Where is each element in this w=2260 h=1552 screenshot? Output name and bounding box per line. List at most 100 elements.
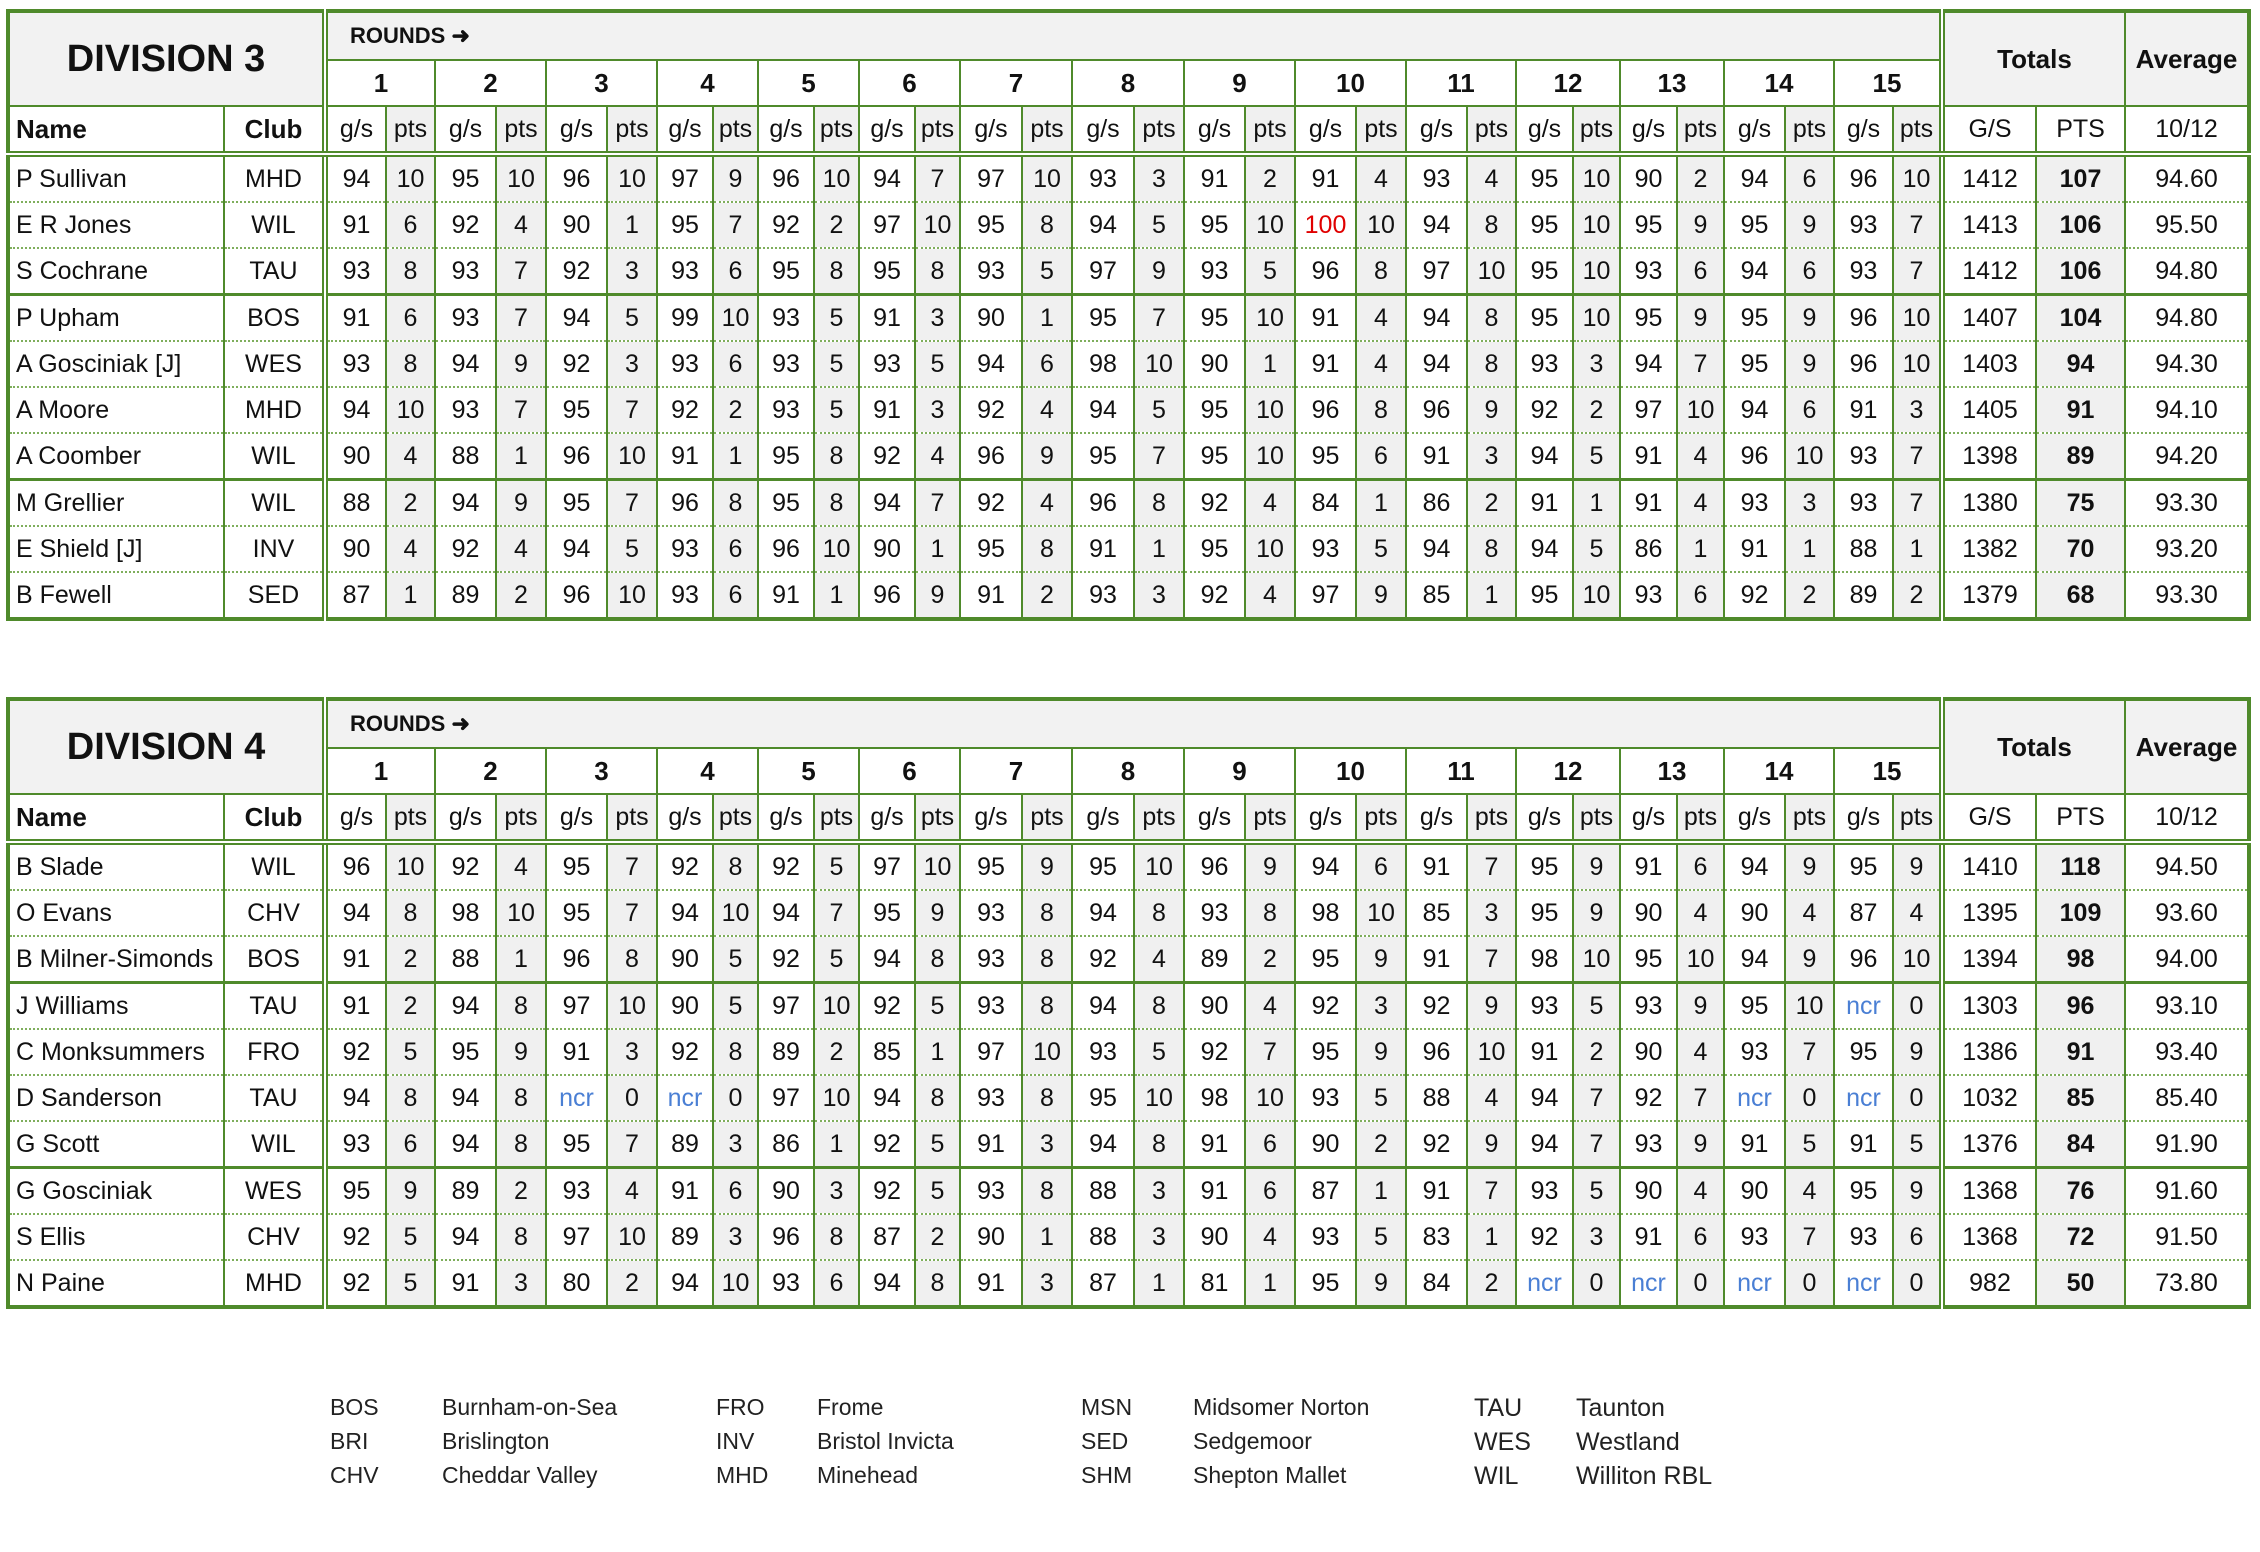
round-gs-score: 90	[1183, 340, 1246, 388]
round-gs-score: 91	[959, 571, 1023, 620]
round-points: 10	[1784, 981, 1835, 1030]
round-gs-score: ncr	[545, 1074, 608, 1122]
average-score: 94.10	[2124, 386, 2250, 434]
round-gs-score: 93	[1619, 1120, 1678, 1169]
round-points: 3	[606, 247, 658, 296]
round-gs-score: 90	[545, 201, 608, 249]
gs-column-header: g/s	[322, 793, 387, 845]
rounds-label: ROUNDS ➜	[322, 10, 1943, 61]
average-subheader: 10/12	[2124, 793, 2250, 845]
round-gs-score: 91	[1405, 935, 1468, 984]
round-points: 4	[1676, 478, 1725, 527]
round-gs-score: 92	[1405, 1120, 1468, 1169]
legend-club-name: Shepton Mallet	[1193, 1462, 1347, 1488]
round-gs-score: 97	[959, 153, 1023, 203]
round-gs-score: 92	[1183, 478, 1246, 527]
round-gs-score: 88	[434, 935, 497, 984]
average-score: 91.60	[2124, 1166, 2250, 1215]
round-points: 1	[1892, 525, 1943, 573]
shooter-name: S Ellis	[7, 1213, 225, 1261]
round-gs-score: 95	[1183, 293, 1246, 342]
round-gs-score: 96	[656, 478, 714, 527]
round-gs-score: 95	[757, 478, 815, 527]
round-gs-score: 93	[959, 1074, 1023, 1122]
total-pts: 109	[2035, 889, 2126, 937]
gs-column-header: g/s	[1405, 105, 1468, 157]
gs-column-header: g/s	[1071, 105, 1135, 157]
total-pts: 70	[2035, 525, 2126, 573]
round-gs-score: ncr	[656, 1074, 714, 1122]
round-points: 8	[1466, 201, 1517, 249]
round-gs-score: 97	[1619, 386, 1678, 434]
round-points: 7	[1676, 1074, 1725, 1122]
round-gs-score: 88	[322, 478, 387, 527]
legend-club-name: Cheddar Valley	[442, 1462, 598, 1488]
legend-club-name: Frome	[817, 1394, 884, 1420]
round-points: 2	[1244, 935, 1296, 984]
round-points: 10	[1572, 571, 1621, 620]
round-points: 0	[1572, 1259, 1621, 1308]
round-gs-score: ncr	[1833, 1259, 1894, 1308]
club-code: BOS	[223, 935, 326, 984]
round-points: 10	[1133, 1074, 1185, 1122]
legend-club-code: INV	[716, 1428, 755, 1454]
round-points: 5	[914, 981, 961, 1030]
pts-column-header: pts	[1021, 105, 1073, 157]
round-gs-score: 92	[858, 981, 916, 1030]
average-score: 94.80	[2124, 293, 2250, 342]
round-points: 8	[495, 1074, 547, 1122]
round-gs-score: 93	[1833, 1213, 1894, 1261]
round-gs-score: 97	[1294, 571, 1357, 620]
round-gs-score: 91	[959, 1120, 1023, 1169]
round-gs-score: 92	[1723, 571, 1786, 620]
round-points: 1	[606, 201, 658, 249]
round-gs-score: 92	[656, 1028, 714, 1076]
round-gs-score: 90	[959, 293, 1023, 342]
gs-column-header: g/s	[656, 105, 714, 157]
round-points: 1	[1355, 1166, 1407, 1215]
round-gs-score: ncr	[1723, 1074, 1786, 1122]
round-points: 5	[813, 386, 860, 434]
round-gs-score: 91	[1183, 153, 1246, 203]
round-points: 3	[1784, 478, 1835, 527]
shooter-name: G Gosciniak	[7, 1166, 225, 1215]
round-points: 6	[385, 1120, 436, 1169]
round-points: 2	[1355, 1120, 1407, 1169]
round-gs-score: 97	[545, 1213, 608, 1261]
round-points: 3	[1133, 153, 1185, 203]
round-gs-score: 92	[656, 386, 714, 434]
round-gs-score: 91	[322, 981, 387, 1030]
legend-club-code: WIL	[1474, 1462, 1519, 1490]
round-points: 6	[813, 1259, 860, 1308]
total-gs: 1368	[1939, 1213, 2037, 1261]
round-points: 7	[606, 386, 658, 434]
round-points: 6	[1355, 841, 1407, 891]
round-gs-score: 91	[1515, 478, 1574, 527]
round-gs-score: 91	[1833, 386, 1894, 434]
round-gs-score: 94	[322, 386, 387, 434]
round-gs-score: 84	[1294, 478, 1357, 527]
round-points: 8	[813, 247, 860, 296]
round-points: 4	[1244, 1213, 1296, 1261]
round-points: 4	[1784, 889, 1835, 937]
round-points: 4	[1355, 153, 1407, 203]
round-gs-score: 88	[1405, 1074, 1468, 1122]
round-gs-score: 91	[1833, 1120, 1894, 1169]
round-gs-score: 93	[1723, 478, 1786, 527]
round-gs-score: 91	[322, 293, 387, 342]
round-gs-score: 90	[1619, 153, 1678, 203]
total-pts: 76	[2035, 1166, 2126, 1215]
round-points: 9	[1784, 340, 1835, 388]
average-score: 94.80	[2124, 247, 2250, 296]
round-gs-score: 89	[1183, 935, 1246, 984]
round-points: 6	[712, 340, 759, 388]
round-gs-score: 93	[1515, 1166, 1574, 1215]
round-points: 2	[1244, 153, 1296, 203]
round-gs-score: 95	[1723, 981, 1786, 1030]
round-number-header: 9	[1183, 59, 1296, 107]
round-gs-score: 98	[1294, 889, 1357, 937]
round-gs-score: 94	[1071, 386, 1135, 434]
round-gs-score: 97	[1405, 247, 1468, 296]
gs-column-header: g/s	[1723, 105, 1786, 157]
round-points: 9	[1676, 293, 1725, 342]
